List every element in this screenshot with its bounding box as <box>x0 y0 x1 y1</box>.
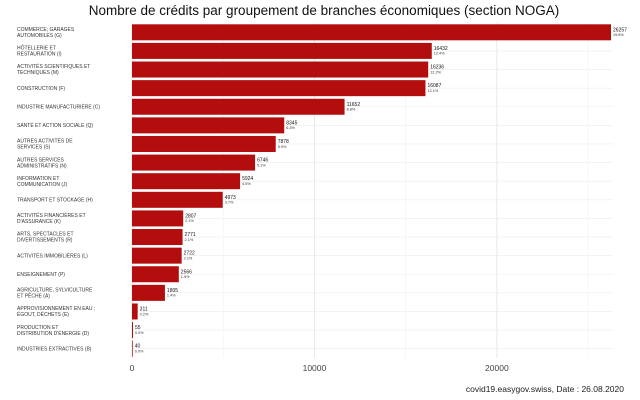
category-label: ENSEIGNEMENT (P) <box>17 272 65 278</box>
bar <box>132 173 241 190</box>
category-label: INFORMATION ET <box>17 176 59 182</box>
category-label: CONSTRUCTION (F) <box>17 86 65 92</box>
percent-label: 0.0% <box>135 331 144 335</box>
category-label: D'ASSURANCE (K) <box>17 219 61 225</box>
category-label: RESTAURATION (I) <box>17 52 62 58</box>
bar <box>132 340 133 357</box>
value-label: 11652 <box>347 102 361 108</box>
percent-label: 4.5% <box>242 182 251 186</box>
category-label: TRANSPORT ET STOCKAGE (H) <box>17 198 93 204</box>
bar <box>132 135 276 152</box>
x-axis-ticks: 0 10000 20000 <box>130 363 509 373</box>
percent-label: 12.1% <box>427 89 438 93</box>
category-label: HÔTELLERIE ET <box>17 45 56 52</box>
percent-label: 12.2% <box>430 70 441 74</box>
category-label: AUTOMOBILES (G) <box>17 33 62 39</box>
category-label: ACTIVITÉS FINANCIÈRES ET <box>17 212 86 219</box>
value-label: 40 <box>135 344 141 350</box>
bar <box>132 117 285 134</box>
value-label: 1805 <box>167 288 178 294</box>
percent-label: 5.1% <box>257 163 266 167</box>
category-label: AUTRES ACTIVITÉS DE <box>17 138 73 145</box>
category-label: TECHNIQUES (M) <box>17 70 59 76</box>
percent-label: 1.4% <box>167 294 176 298</box>
category-label: ADMINISTRATIFS (N) <box>17 163 67 169</box>
percent-label: 1.9% <box>181 275 190 279</box>
category-label: COMMERCE; GARAGES <box>17 27 75 33</box>
value-label: 16087 <box>427 83 441 89</box>
value-label: 4973 <box>225 195 236 201</box>
bar <box>132 266 179 283</box>
percent-label: 3.7% <box>225 201 234 205</box>
value-label: 8345 <box>286 120 297 126</box>
percent-label: 0.0% <box>135 349 144 353</box>
value-label: 2722 <box>184 251 195 257</box>
percent-label: 12.4% <box>434 52 445 56</box>
category-label: ARTS, SPECTACLES ET <box>17 232 74 238</box>
value-label: 2566 <box>181 269 192 275</box>
bar <box>132 191 223 208</box>
bar <box>132 229 183 246</box>
bar <box>132 284 165 301</box>
category-label: SERVICES (S) <box>17 145 51 151</box>
chart-title: Nombre de crédits par groupement de bran… <box>89 3 559 18</box>
category-label: COMMUNICATION (J) <box>17 182 68 188</box>
value-label: 6746 <box>257 158 268 164</box>
value-label: 5924 <box>242 176 253 182</box>
percent-label: 2.1% <box>185 238 194 242</box>
bar <box>132 61 429 78</box>
value-label: 7878 <box>278 139 289 145</box>
category-label: APPROVISIONNEMENT EN EAU ; <box>17 306 95 312</box>
bar <box>132 210 184 227</box>
value-label: 16432 <box>434 46 448 52</box>
category-label: PRODUCTION ET <box>17 325 58 331</box>
value-label: 2771 <box>185 232 196 238</box>
category-label: DIVERTISSEMENTS (R) <box>17 238 73 244</box>
x-tick-label: 20000 <box>485 363 509 373</box>
category-label: ACTIVITÉS IMMOBILIÈRES (L) <box>17 252 88 259</box>
percent-label: 6.3% <box>286 126 295 130</box>
bar <box>132 247 182 264</box>
bar <box>132 24 611 41</box>
category-label: AGRICULTURE, SYLVICULTURE <box>17 288 93 294</box>
category-label: SANTÉ ET ACTION SOCIALE (Q) <box>17 122 93 129</box>
value-label: 55 <box>135 325 141 331</box>
bar <box>132 322 134 339</box>
bar <box>132 154 256 171</box>
bar <box>132 98 345 115</box>
source-caption: covid19.easygov.swiss, Date : 26.08.2020 <box>466 384 624 394</box>
category-label: AUTRES SERVICES <box>17 157 65 163</box>
category-label: INDUSTRIES EXTRACTIVES (B) <box>17 346 92 352</box>
percent-label: 0.2% <box>140 312 149 316</box>
percent-label: 19.8% <box>613 33 624 37</box>
percent-label: 8.8% <box>347 108 356 112</box>
percent-label: 2.1% <box>185 219 194 223</box>
category-label: ACTIVITÉS SCIENTIFIQUES ET <box>17 63 90 70</box>
bar <box>132 303 138 320</box>
category-label: ET PÊCHE (A) <box>17 292 50 300</box>
category-label: ÉGOUT, DÉCHETS (E) <box>17 311 69 318</box>
percent-label: 5.9% <box>278 145 287 149</box>
value-label: 16236 <box>430 65 444 71</box>
value-label: 26257 <box>613 27 627 33</box>
category-label: DISTRIBUTION D'ÉNERGIE (D) <box>17 330 89 337</box>
x-tick-label: 10000 <box>303 363 327 373</box>
value-label: 311 <box>140 306 148 312</box>
x-tick-label: 0 <box>130 363 135 373</box>
percent-label: 2.1% <box>184 256 193 260</box>
bar <box>132 80 426 97</box>
category-label: INDUSTRIE MANUFACTURIÈRE (C) <box>17 103 100 110</box>
value-label: 2807 <box>185 213 196 219</box>
bar <box>132 42 432 59</box>
